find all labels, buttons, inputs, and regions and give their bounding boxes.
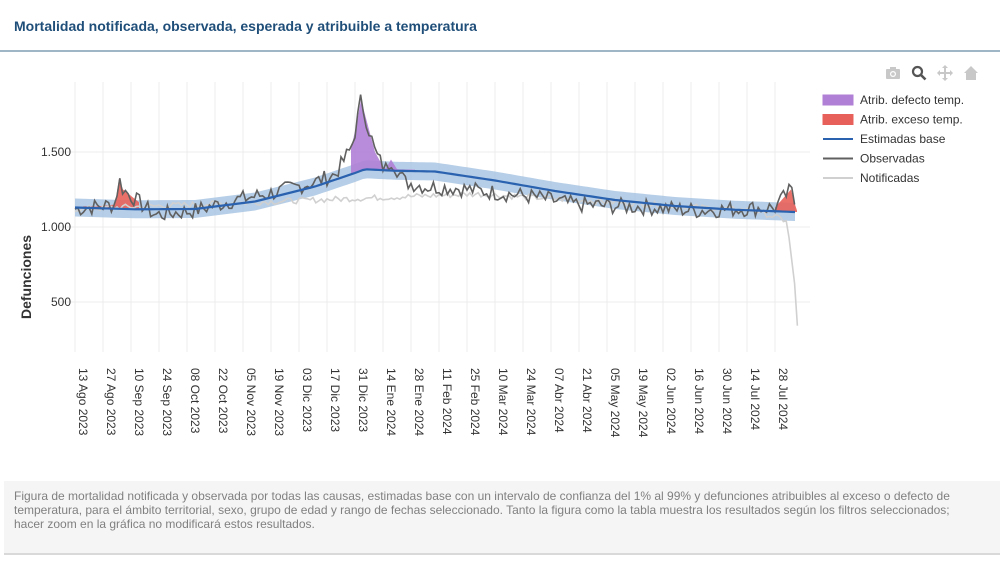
confidence-band-area xyxy=(75,160,795,221)
y-tick-label: 1.500 xyxy=(41,145,71,159)
page-title: Mortalidad notificada, observada, espera… xyxy=(14,18,477,34)
x-tick-label: 31 Dic 2023 xyxy=(356,368,370,432)
legend-item-defecto[interactable]: Atrib. defecto temp. xyxy=(822,93,964,107)
zoom-icon[interactable] xyxy=(910,64,928,82)
x-tick-label: 25 Feb 2024 xyxy=(468,368,482,436)
x-tick-label: 16 Jun 2024 xyxy=(692,368,706,434)
x-axis-ticks: 13 Ago 2023 27 Ago 2023 10 Sep 2023 24 Sep … xyxy=(76,368,790,438)
x-tick-label: 22 Oct 2023 xyxy=(216,368,230,434)
legend-swatch xyxy=(822,94,854,106)
estimadas-base-line xyxy=(74,168,796,214)
legend-label: Atrib. exceso temp. xyxy=(860,113,963,127)
x-tick-label: 21 Abr 2024 xyxy=(580,368,594,433)
x-tick-label: 28 Jul 2024 xyxy=(776,368,790,430)
x-tick-label: 14 Ene 2024 xyxy=(384,368,398,436)
x-tick-label: 17 Dic 2023 xyxy=(328,368,342,432)
y-axis-ticks: 500 1.000 1.500 xyxy=(41,145,71,309)
caption-box: Figura de mortalidad notificada y observ… xyxy=(4,481,1000,555)
legend-item-exceso[interactable]: Atrib. exceso temp. xyxy=(822,113,963,127)
y-tick-label: 500 xyxy=(51,295,71,309)
exceso-area xyxy=(775,189,797,212)
x-tick-label: 05 May 2024 xyxy=(608,368,622,438)
figure-caption: Figura de mortalidad notificada y observ… xyxy=(14,489,950,531)
legend-label: Observadas xyxy=(860,152,925,166)
y-tick-label: 1.000 xyxy=(41,220,71,234)
x-tick-label: 19 May 2024 xyxy=(636,368,650,438)
x-tick-label: 13 Ago 2023 xyxy=(76,368,90,436)
x-tick-label: 11 Feb 2024 xyxy=(440,368,454,435)
chart-legend: Atrib. defecto temp. Atrib. exceso temp. E… xyxy=(822,93,964,185)
defecto-area xyxy=(351,99,415,175)
camera-icon[interactable] xyxy=(884,64,902,82)
x-tick-label: 10 Sep 2023 xyxy=(132,368,146,436)
x-tick-label: 24 Sep 2023 xyxy=(160,368,174,436)
confidence-band xyxy=(75,160,795,221)
x-tick-label: 08 Oct 2023 xyxy=(188,368,202,434)
legend-item-observadas[interactable]: Observadas xyxy=(823,152,925,166)
pan-icon[interactable] xyxy=(936,64,954,82)
legend-label: Notificadas xyxy=(860,171,919,185)
x-tick-label: 07 Abr 2024 xyxy=(552,368,566,433)
x-tick-label: 24 Mar 2024 xyxy=(524,368,538,436)
x-tick-label: 10 Mar 2024 xyxy=(496,368,510,436)
legend-swatch xyxy=(822,114,854,125)
mortality-chart: 500 1.000 1.500 13 Ago 2023 27 Ago 2023 10 S… xyxy=(18,82,964,438)
observadas-line xyxy=(74,94,796,221)
legend-item-notificadas[interactable]: Notificadas xyxy=(823,171,919,185)
x-tick-label: 03 Dic 2023 xyxy=(300,368,314,432)
x-tick-label: 14 Jul 2024 xyxy=(748,368,762,430)
x-tick-label: 02 Jun 2024 xyxy=(664,368,678,434)
x-tick-label: 05 Nov 2023 xyxy=(244,368,258,436)
x-tick-label: 27 Ago 2023 xyxy=(104,368,118,436)
x-tick-label: 19 Nov 2023 xyxy=(272,368,286,436)
legend-label: Atrib. defecto temp. xyxy=(860,93,964,107)
legend-item-base[interactable]: Estimadas base xyxy=(823,132,946,146)
chart-toolbar xyxy=(884,64,980,82)
title-bar: Mortalidad notificada, observada, espera… xyxy=(0,0,1000,52)
series-lines xyxy=(74,94,799,326)
legend-label: Estimadas base xyxy=(860,132,946,146)
exceso-area xyxy=(83,179,139,210)
y-axis-label: Defunciones xyxy=(18,235,34,319)
attributable-areas xyxy=(83,99,797,212)
x-tick-label: 30 Jun 2024 xyxy=(720,368,734,434)
x-tick-label: 28 Ene 2024 xyxy=(412,368,426,436)
home-icon[interactable] xyxy=(962,64,980,82)
